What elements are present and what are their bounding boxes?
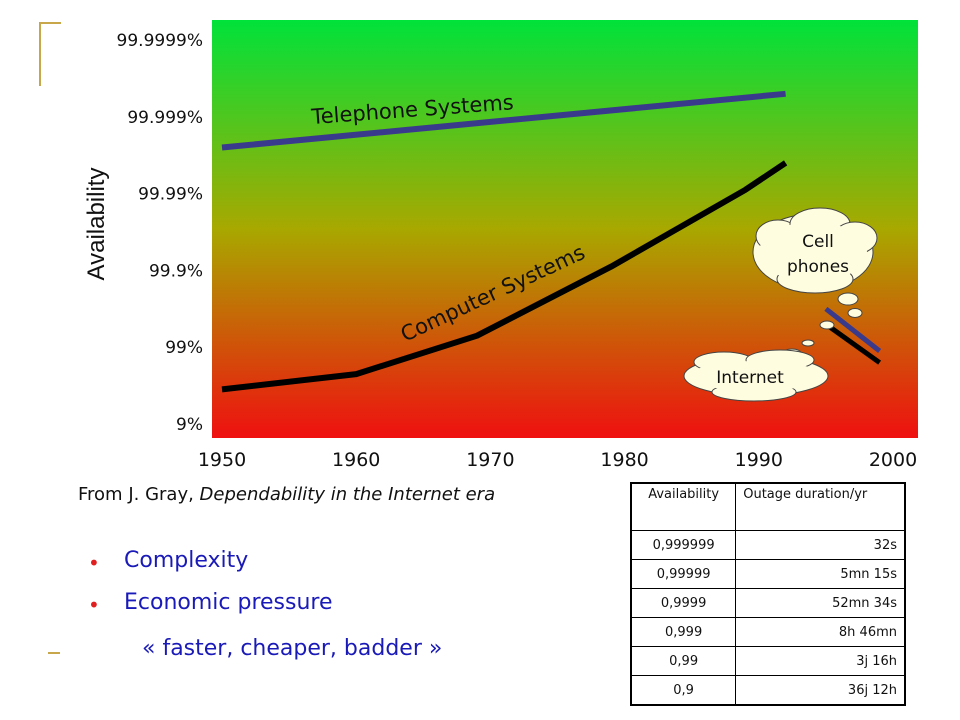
x-tick-label: 1970: [466, 449, 514, 471]
table-row: 0,9 36j 12h: [630, 675, 906, 706]
x-tick-label: 1980: [600, 449, 648, 471]
table-row: 0,99999 5mn 15s: [630, 559, 906, 589]
table-row: 0,999999 32s: [630, 530, 906, 560]
bullet-text: Economic pressure: [124, 590, 333, 615]
header-availability: Availability: [630, 482, 737, 531]
cell-phones-cloud: Cell phones: [752, 207, 878, 294]
computer-systems-line: [221, 160, 788, 393]
y-tick-label: 99.999%: [127, 108, 203, 128]
outage-duration-cell: 32s: [735, 530, 906, 560]
outage-duration-cell: 5mn 15s: [735, 559, 906, 589]
bullet-dot-icon: •: [88, 593, 100, 617]
source-caption: From J. Gray, Dependability in the Inter…: [78, 484, 495, 505]
corner-mark-horizontal: [39, 22, 61, 24]
bullet-dash-mark: [48, 652, 60, 654]
caption-prefix: From J. Gray,: [78, 484, 200, 505]
bullet-text: Complexity: [124, 548, 249, 573]
corner-mark-vertical: [39, 22, 41, 86]
x-tick-label: 2000: [869, 449, 917, 471]
availability-chart: 9% 99% 99.9% 99.99% 99.999% 99.9999% 1950 1960…: [83, 20, 918, 471]
y-tick-label: 99.99%: [138, 185, 203, 205]
y-tick-label: 99%: [165, 338, 203, 358]
y-axis-label: Availability: [83, 168, 110, 281]
bullet-dot-icon: •: [88, 551, 100, 575]
x-tick-label: 1950: [198, 449, 246, 471]
slogan-quote: « faster, cheaper, badder »: [142, 636, 443, 661]
y-tick-label: 9%: [176, 415, 203, 435]
table-row: 0,9999 52mn 34s: [630, 588, 906, 618]
cell-label-line1: Cell: [802, 232, 834, 252]
x-tick-label: 1960: [332, 449, 380, 471]
outage-duration-cell: 36j 12h: [735, 675, 906, 706]
y-tick-label: 99.9%: [149, 261, 203, 281]
caption-title: Dependability in the Internet era: [199, 484, 496, 505]
y-tick-label: 99.9999%: [117, 31, 203, 51]
outage-duration-cell: 8h 46mn: [735, 617, 906, 647]
bullet-item: • Complexity: [88, 545, 333, 587]
cell-phones-bubble-trail: [819, 292, 863, 330]
header-outage-duration: Outage duration/yr: [735, 482, 906, 531]
x-tick-label: 1990: [735, 449, 783, 471]
availability-cell: 0,9999: [630, 588, 737, 618]
internet-label: Internet: [716, 368, 784, 388]
outage-table: Availability Outage duration/yr 0,999999…: [630, 482, 906, 706]
internet-line: [824, 322, 882, 365]
cell-label-line2: phones: [787, 257, 849, 277]
outage-duration-cell: 52mn 34s: [735, 588, 906, 618]
availability-cell: 0,99999: [630, 559, 737, 589]
outage-duration-cell: 3j 16h: [735, 646, 906, 676]
availability-cell: 0,999999: [630, 530, 737, 560]
bullet-item: • Economic pressure: [88, 587, 333, 629]
table-header-row: Availability Outage duration/yr: [630, 482, 906, 531]
telephone-systems-line: [221, 90, 786, 151]
bullet-list: • Complexity • Economic pressure: [88, 545, 333, 629]
internet-cloud: Internet: [683, 349, 829, 402]
availability-cell: 0,9: [630, 675, 737, 706]
availability-cell: 0,99: [630, 646, 737, 676]
availability-cell: 0,999: [630, 617, 737, 647]
table-row: 0,999 8h 46mn: [630, 617, 906, 647]
table-row: 0,99 3j 16h: [630, 646, 906, 676]
cell-phones-line: [824, 306, 882, 353]
